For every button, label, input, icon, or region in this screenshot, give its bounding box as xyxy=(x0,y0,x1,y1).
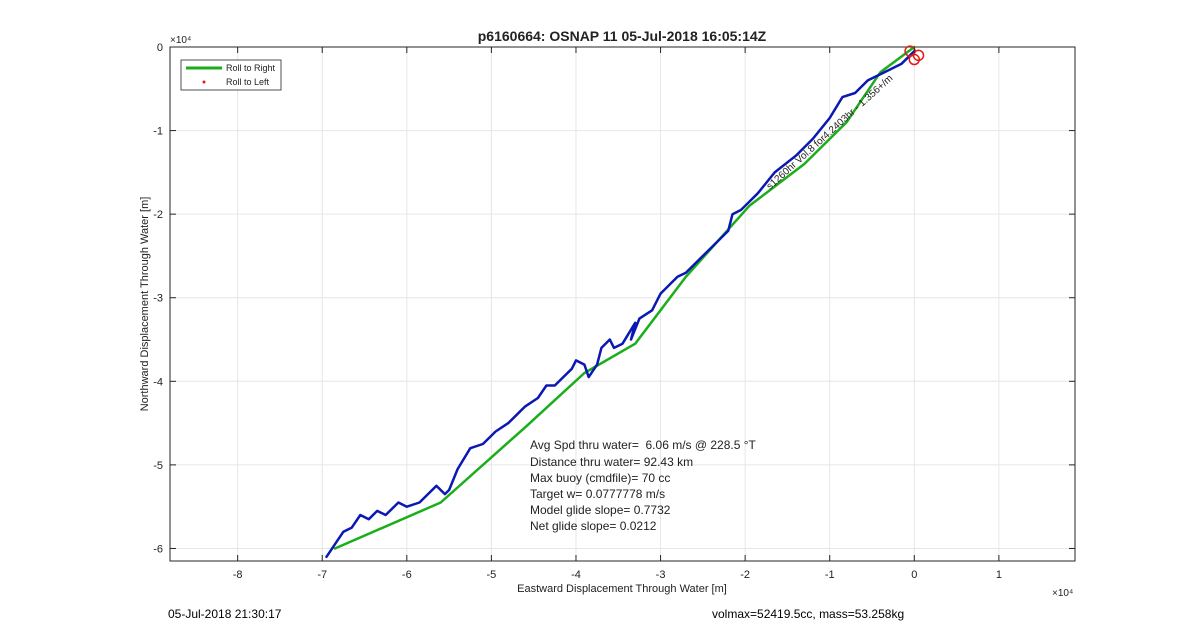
y-tick-label: -5 xyxy=(153,460,163,472)
x-axis-label: Eastward Displacement Through Water [m] xyxy=(517,583,727,595)
y-tick-label: -1 xyxy=(153,126,163,138)
x-tick-label: -6 xyxy=(402,569,412,581)
annotation-target-w: Target w= 0.0777778 m/s xyxy=(530,487,665,501)
legend-box xyxy=(180,59,282,91)
annotation-avg-speed: Avg Spd thru water= 6.06 m/s @ 228.5 °T xyxy=(530,438,757,452)
y-tick-label: -4 xyxy=(153,376,163,388)
axes-background xyxy=(170,47,1075,561)
ticks: -8 -7 -6 -5 -4 -3 -2 -1 0 1 0 -1 -2 -3 -4 -5 -6 xyxy=(153,42,1075,581)
footer-timestamp: 05-Jul-2018 21:30:17 xyxy=(168,607,282,621)
x-exponent-label: ×10⁴ xyxy=(1052,588,1073,599)
series-roll-right-line xyxy=(333,45,916,550)
chart-title: p6160664: OSNAP 11 05-Jul-2018 16:05:14Z xyxy=(478,28,767,44)
x-tick-label: -4 xyxy=(571,569,581,581)
legend-swatch-roll-left xyxy=(202,80,206,84)
x-tick-label: -2 xyxy=(740,569,750,581)
y-tick-label: -2 xyxy=(153,209,163,221)
axes-box xyxy=(169,46,1076,562)
annotation-distance: Distance thru water= 92.43 km xyxy=(530,455,693,469)
x-tick-label: -7 xyxy=(317,569,327,581)
y-tick-label: 0 xyxy=(157,42,163,54)
x-tick-label: -5 xyxy=(487,569,497,581)
stats-annotation: Avg Spd thru water= 6.06 m/s @ 228.5 °T … xyxy=(530,438,757,533)
annotation-model-glide: Model glide slope= 0.7732 xyxy=(530,503,671,517)
y-axis-label: Northward Displacement Through Water [m] xyxy=(139,197,151,412)
legend: Roll to Right Roll to Left xyxy=(180,59,282,91)
x-tick-label: -8 xyxy=(233,569,243,581)
footer-vol-mass: volmax=52419.5cc, mass=53.258kg xyxy=(712,607,905,621)
roll-left-point xyxy=(912,49,925,62)
x-tick-label: -1 xyxy=(825,569,835,581)
y-tick-label: -6 xyxy=(153,543,163,555)
x-tick-label: 0 xyxy=(911,569,917,581)
x-tick-label: -3 xyxy=(656,569,666,581)
annotation-max-buoy: Max buoy (cmdfile)= 70 cc xyxy=(530,471,670,485)
series-track-line xyxy=(325,49,916,559)
x-tick-label: 1 xyxy=(996,569,1002,581)
legend-label-roll-left: Roll to Left xyxy=(226,77,270,87)
y-tick-label: -3 xyxy=(153,293,163,305)
y-exponent-label: ×10⁴ xyxy=(170,35,191,46)
legend-label-roll-right: Roll to Right xyxy=(226,63,276,73)
figure: -8 -7 -6 -5 -4 -3 -2 -1 0 1 0 -1 -2 -3 -4 -5 -6 p6160664… xyxy=(139,28,1076,599)
series-layer xyxy=(325,45,925,559)
annotation-net-glide: Net glide slope= 0.0212 xyxy=(530,519,657,533)
